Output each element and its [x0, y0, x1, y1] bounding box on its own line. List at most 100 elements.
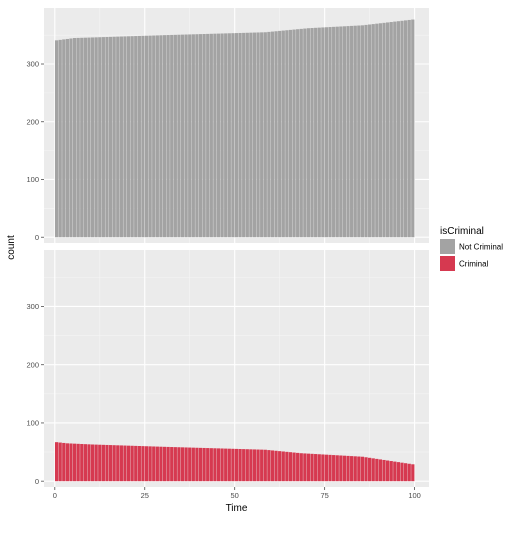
bar: [249, 449, 253, 482]
bar: [303, 453, 307, 482]
bar: [126, 36, 131, 238]
bar: [389, 22, 393, 238]
bar: [249, 32, 253, 238]
bar: [80, 443, 84, 482]
bar: [332, 455, 336, 482]
bar: [292, 452, 296, 482]
bar: [112, 36, 116, 238]
bar: [220, 448, 224, 482]
bar: [403, 20, 408, 238]
bar: [382, 459, 386, 482]
bar: [274, 450, 278, 482]
bar: [346, 26, 350, 238]
bar: [231, 33, 235, 238]
bar: [184, 447, 188, 482]
bar: [242, 449, 246, 482]
bar: [238, 32, 242, 238]
bar: [54, 442, 59, 482]
bar: [299, 28, 303, 238]
bar: [90, 37, 95, 238]
bar: [141, 446, 145, 482]
bar: [177, 447, 181, 482]
bar: [83, 37, 87, 238]
bar: [137, 446, 141, 482]
bar: [224, 448, 228, 482]
bar: [252, 449, 257, 482]
bar: [101, 444, 105, 482]
bar: [166, 35, 170, 238]
bar: [216, 448, 221, 482]
bar: [123, 36, 127, 238]
bar: [83, 444, 87, 482]
bar: [209, 448, 213, 482]
bar: [263, 32, 267, 238]
bar: [65, 443, 70, 482]
bar: [299, 453, 303, 482]
y-axis-title: count: [6, 235, 17, 260]
bar: [382, 22, 386, 238]
bar: [173, 447, 177, 482]
bar: [195, 447, 199, 482]
legend-title: isCriminal: [440, 226, 484, 237]
bar: [188, 34, 192, 238]
bar: [407, 19, 411, 238]
bar: [130, 36, 134, 238]
bar: [375, 458, 379, 482]
bar: [332, 26, 336, 238]
bar: [137, 35, 141, 238]
bar: [242, 32, 246, 238]
bar: [116, 36, 120, 238]
bar: [396, 462, 401, 482]
bar: [159, 446, 163, 482]
bar: [141, 35, 145, 238]
bar: [310, 28, 314, 238]
x-tick-label: 50: [231, 491, 239, 500]
y-tick-label: 100: [26, 419, 39, 428]
bar: [378, 459, 383, 482]
bar: [256, 32, 260, 238]
bar: [144, 446, 149, 482]
bar: [162, 35, 167, 238]
bar: [342, 455, 347, 482]
bar: [216, 33, 221, 238]
bar: [202, 447, 206, 482]
bar: [288, 29, 293, 238]
bar: [339, 455, 343, 482]
bar: [76, 37, 80, 238]
y-tick-label: 100: [26, 175, 39, 184]
bar: [62, 442, 66, 482]
bar: [152, 35, 156, 238]
bar: [227, 448, 231, 482]
bar: [400, 20, 404, 238]
bar: [260, 32, 264, 238]
bar: [274, 31, 278, 238]
x-tick-label: 75: [320, 491, 328, 500]
bar: [180, 34, 185, 238]
bar: [130, 445, 134, 482]
bar: [58, 39, 62, 238]
bar: [368, 24, 372, 238]
bar: [396, 21, 401, 238]
bar: [227, 33, 231, 238]
bar: [411, 464, 415, 482]
bar: [267, 31, 271, 238]
bar: [188, 447, 192, 482]
bar: [314, 454, 318, 482]
bar: [328, 27, 332, 238]
legend-label: Not Criminal: [459, 243, 503, 252]
bar: [389, 461, 393, 482]
bar: [213, 448, 217, 482]
bar: [285, 451, 289, 482]
bar: [411, 19, 415, 238]
bar: [335, 26, 339, 238]
bar: [191, 447, 195, 482]
bar: [180, 447, 185, 482]
x-tick-label: 25: [141, 491, 149, 500]
bar: [260, 449, 264, 482]
bar: [54, 40, 59, 238]
bar: [393, 21, 397, 238]
panel-2: 0 100 200 300: [26, 250, 429, 487]
bar: [353, 25, 357, 238]
bar: [134, 36, 138, 238]
x-tick-label: 100: [408, 491, 421, 500]
